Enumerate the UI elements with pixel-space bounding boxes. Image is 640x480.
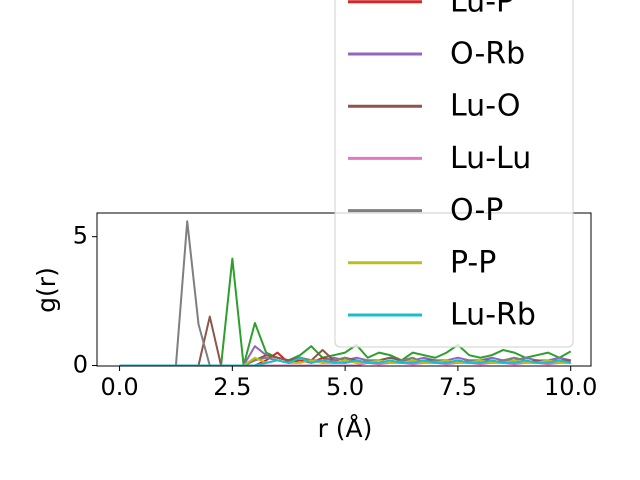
x-tick-label: 2.5 — [213, 373, 251, 401]
x-axis-label: r (Å) — [318, 414, 373, 443]
series-line — [119, 356, 571, 366]
y-tick-label: 0 — [73, 350, 88, 378]
x-tick-label: 7.5 — [439, 373, 477, 401]
legend-label: P-P — [450, 245, 496, 280]
series-line — [119, 356, 571, 366]
legend-label: Lu-Lu — [450, 141, 531, 176]
legend-label: O-Rb — [450, 37, 525, 72]
plot-lines — [119, 220, 572, 366]
y-axis-label: g(r) — [32, 267, 61, 313]
x-tick-label: 0.0 — [100, 373, 138, 401]
legend-box — [334, 0, 574, 348]
y-tick-label: 5 — [73, 222, 88, 250]
legend-label: Lu-P — [450, 0, 514, 19]
x-tick-label: 10.0 — [544, 373, 597, 401]
legend-label: Lu-Rb — [450, 298, 536, 333]
legend-label: Lu-O — [450, 89, 520, 124]
x-tick-label: 5.0 — [326, 373, 364, 401]
legend-label: O-P — [450, 193, 503, 228]
